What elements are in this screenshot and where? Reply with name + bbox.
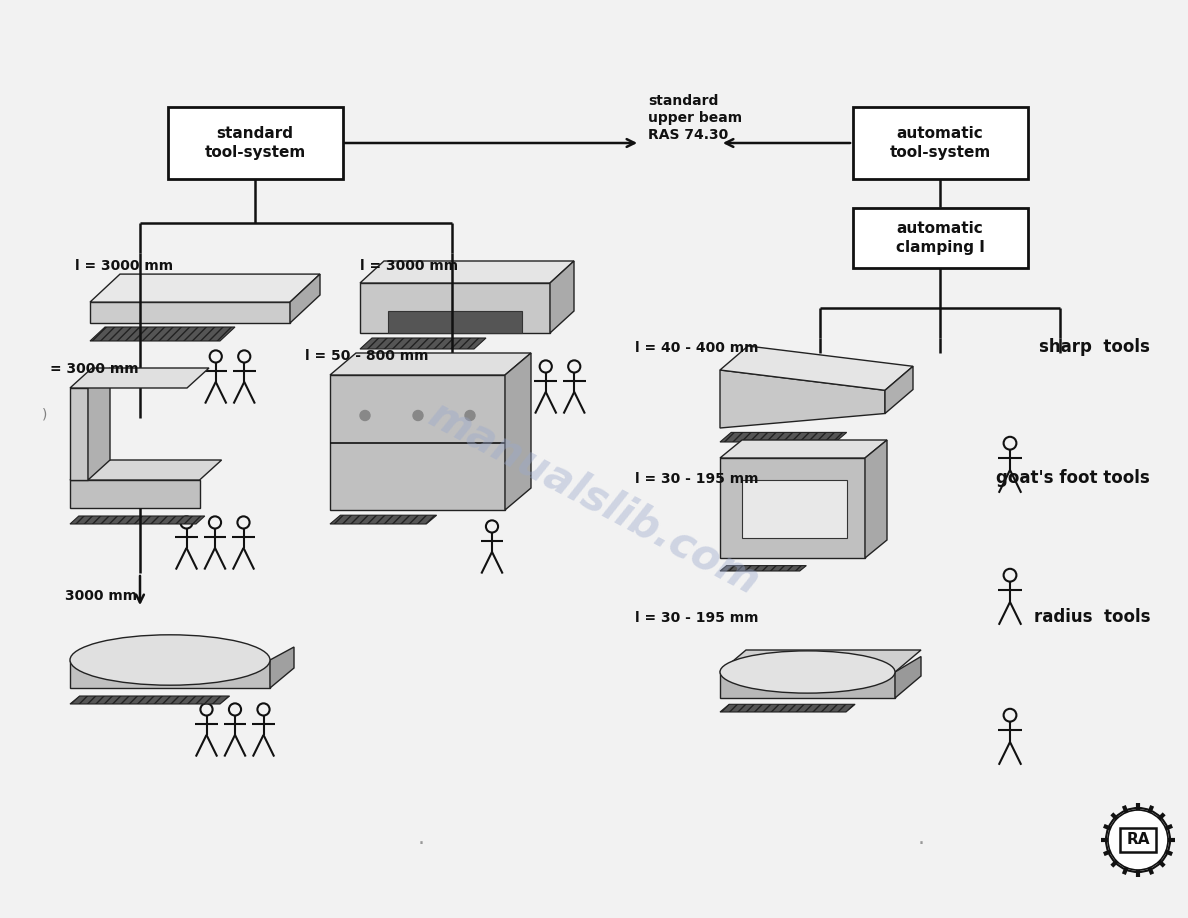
Polygon shape — [720, 370, 885, 428]
Text: manualslib.com: manualslib.com — [422, 393, 766, 603]
Text: RA: RA — [1126, 833, 1150, 847]
Polygon shape — [720, 650, 921, 672]
Polygon shape — [885, 366, 914, 413]
Polygon shape — [330, 515, 437, 524]
Circle shape — [413, 410, 423, 420]
Text: radius  tools: radius tools — [1034, 608, 1150, 626]
Polygon shape — [90, 327, 235, 341]
Text: l = 3000 mm: l = 3000 mm — [75, 259, 173, 273]
Circle shape — [360, 410, 369, 420]
Polygon shape — [70, 368, 209, 388]
Text: l = 50 - 800 mm: l = 50 - 800 mm — [305, 349, 429, 363]
Polygon shape — [90, 274, 320, 302]
Polygon shape — [70, 660, 270, 688]
Polygon shape — [70, 480, 200, 508]
Polygon shape — [290, 274, 320, 323]
Text: l = 40 - 400 mm: l = 40 - 400 mm — [636, 341, 758, 355]
Circle shape — [465, 410, 475, 420]
Polygon shape — [388, 311, 522, 333]
Polygon shape — [720, 704, 855, 712]
Polygon shape — [720, 346, 914, 390]
Polygon shape — [70, 516, 204, 524]
Polygon shape — [90, 302, 290, 323]
Text: automatic
clamping I: automatic clamping I — [896, 220, 985, 255]
Text: = 3000 mm: = 3000 mm — [50, 362, 139, 376]
Polygon shape — [742, 480, 847, 538]
FancyBboxPatch shape — [853, 107, 1028, 179]
Polygon shape — [720, 458, 865, 558]
Text: standard
upper beam
RAS 74.30: standard upper beam RAS 74.30 — [647, 94, 742, 142]
Ellipse shape — [70, 635, 270, 685]
Polygon shape — [720, 440, 887, 458]
Polygon shape — [270, 647, 293, 688]
Polygon shape — [865, 440, 887, 558]
Polygon shape — [720, 565, 807, 571]
Polygon shape — [360, 261, 574, 283]
Circle shape — [1108, 810, 1168, 870]
Text: standard
tool-system: standard tool-system — [204, 126, 305, 161]
FancyBboxPatch shape — [1120, 828, 1156, 852]
Polygon shape — [330, 375, 505, 510]
Text: l = 30 - 195 mm: l = 30 - 195 mm — [636, 472, 758, 486]
Polygon shape — [70, 460, 222, 480]
Polygon shape — [720, 432, 847, 442]
Text: l = 30 - 195 mm: l = 30 - 195 mm — [636, 611, 758, 625]
Polygon shape — [720, 672, 895, 698]
Text: ): ) — [42, 407, 48, 421]
Polygon shape — [88, 368, 110, 480]
FancyBboxPatch shape — [853, 208, 1028, 268]
Polygon shape — [330, 353, 531, 375]
FancyBboxPatch shape — [168, 107, 342, 179]
Text: sharp  tools: sharp tools — [1040, 338, 1150, 356]
Polygon shape — [360, 283, 550, 333]
Text: ·: · — [918, 834, 925, 854]
Text: l = 3000 mm: l = 3000 mm — [360, 259, 459, 273]
Text: 3000 mm: 3000 mm — [65, 589, 137, 603]
Polygon shape — [895, 656, 921, 698]
Polygon shape — [505, 353, 531, 510]
Text: ·: · — [418, 834, 425, 854]
Polygon shape — [360, 338, 486, 349]
Polygon shape — [550, 261, 574, 333]
Ellipse shape — [720, 651, 895, 693]
Text: automatic
tool-system: automatic tool-system — [890, 126, 991, 161]
Text: goat's foot tools: goat's foot tools — [997, 469, 1150, 487]
Polygon shape — [70, 696, 229, 704]
Polygon shape — [70, 388, 88, 480]
